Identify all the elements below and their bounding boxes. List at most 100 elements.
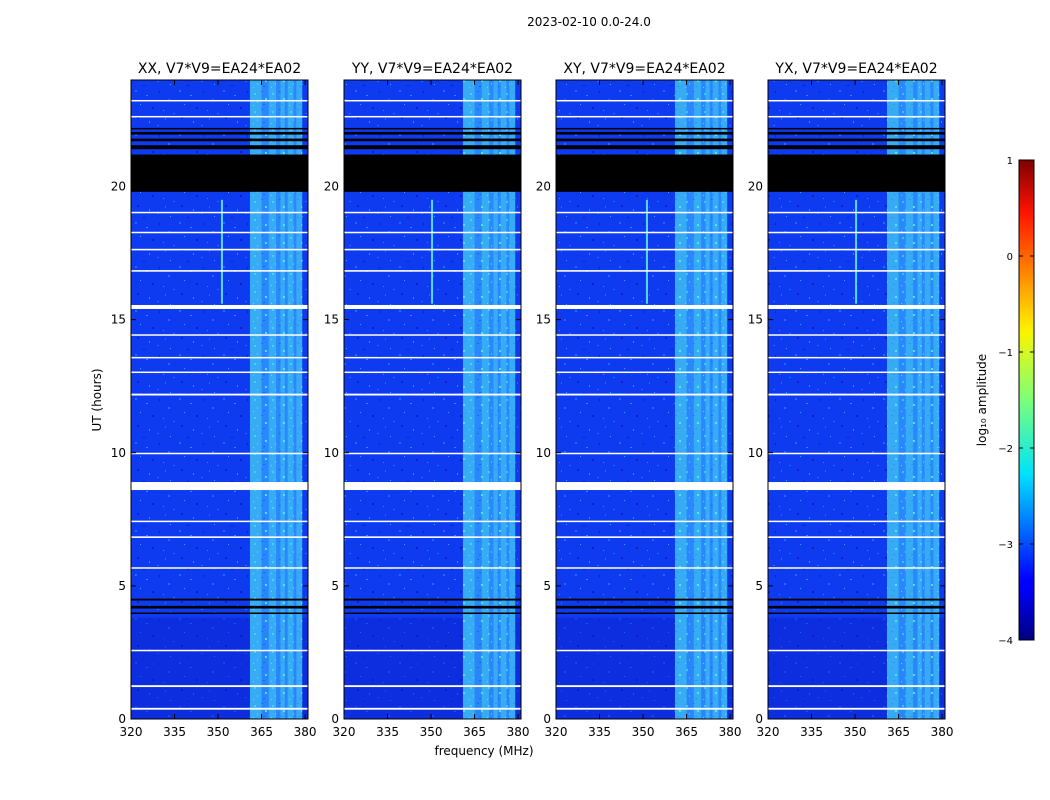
colorbar-tick-label: −3 <box>998 540 1013 551</box>
panel-title: YX, V7*V9=EA24*EA02 <box>774 61 937 77</box>
flagged-row-white <box>768 99 945 102</box>
flagged-row-white <box>131 536 308 538</box>
flagged-row-white <box>344 231 521 234</box>
y-tick-label: 10 <box>324 446 339 460</box>
colorbar-tick-label: −2 <box>998 444 1013 455</box>
rfi-subband <box>886 80 899 719</box>
flagged-row-white <box>556 371 733 374</box>
rfi-subband <box>933 80 940 719</box>
y-tick-label: 15 <box>748 313 763 327</box>
rfi-subband <box>721 80 728 719</box>
x-tick-label: 335 <box>800 725 823 739</box>
y-tick-label: 15 <box>111 313 126 327</box>
flagged-row-white <box>556 270 733 272</box>
x-axis-label: frequency (MHz) <box>434 744 533 758</box>
y-tick-label: 5 <box>543 579 551 593</box>
flagged-row-black <box>344 145 521 150</box>
flagged-row-white <box>131 334 308 336</box>
flagged-row-black <box>768 598 945 601</box>
x-tick-label: 380 <box>719 725 742 739</box>
flagged-row-black <box>556 605 733 609</box>
flagged-row-white <box>131 649 308 652</box>
y-tick-label: 10 <box>111 446 126 460</box>
flagged-row-black <box>768 138 945 142</box>
flagged-row-black <box>556 612 733 614</box>
flagged-row-white <box>556 211 733 214</box>
rfi-subband <box>462 80 475 719</box>
flagged-row-black <box>344 154 521 192</box>
flagged-row-white <box>344 482 521 491</box>
flagged-row-white <box>556 99 733 102</box>
flagged-row-black <box>768 612 945 614</box>
flagged-row-white <box>131 356 308 359</box>
flagged-row-black <box>344 605 521 609</box>
flagged-row-white <box>768 211 945 214</box>
flagged-row-black <box>556 145 733 150</box>
x-tick-label: 320 <box>757 725 780 739</box>
panel-title: YY, V7*V9=EA24*EA02 <box>351 61 513 77</box>
rfi-subband <box>917 80 922 719</box>
flagged-row-white <box>768 520 945 523</box>
rfi-subband <box>287 80 294 719</box>
x-tick-label: 365 <box>675 725 698 739</box>
colorbar-tick-label: 0 <box>1007 252 1013 263</box>
flagged-row-white <box>768 452 945 455</box>
y-tick-label: 15 <box>324 313 339 327</box>
flagged-row-white <box>768 536 945 538</box>
y-axis-label: UT (hours) <box>90 368 104 431</box>
x-tick-label: 365 <box>250 725 273 739</box>
flagged-row-black <box>556 127 733 130</box>
flagged-row-white <box>131 520 308 523</box>
rfi-subband <box>924 80 931 719</box>
rfi-subband <box>905 80 914 719</box>
colorbar-tick-label: −1 <box>998 348 1013 359</box>
flagged-row-white <box>556 334 733 336</box>
colorbar-tick-label: −4 <box>998 636 1013 647</box>
flagged-row-white <box>556 567 733 569</box>
flagged-row-white <box>556 393 733 396</box>
flagged-row-white <box>344 270 521 272</box>
flagged-row-black <box>131 605 308 609</box>
flagged-row-white <box>344 536 521 538</box>
panel-frame <box>767 79 946 720</box>
y-tick-label: 10 <box>748 446 763 460</box>
flagged-row-black <box>556 131 733 135</box>
flagged-row-black <box>131 154 308 192</box>
flagged-row-black <box>556 138 733 142</box>
flagged-row-black <box>344 131 521 135</box>
flagged-row-white <box>556 520 733 523</box>
flagged-row-black <box>344 598 521 601</box>
rfi-subband <box>481 80 490 719</box>
panels: XX, V7*V9=EA24*EA02 320 335 350 365 380 0 5 10 15… <box>111 61 954 739</box>
flagged-row-white <box>344 393 521 396</box>
rfi-spike <box>431 199 434 304</box>
x-tick-label: 380 <box>294 725 317 739</box>
panel: YX, V7*V9=EA24*EA02 320 335 350 365 380 0 5 10 15… <box>748 61 954 739</box>
flagged-row-white <box>768 115 945 118</box>
flagged-row-white <box>344 334 521 336</box>
flagged-row-white <box>131 115 308 118</box>
x-tick-label: 335 <box>588 725 611 739</box>
flagged-row-white <box>556 707 733 710</box>
flagged-row-white <box>768 304 945 309</box>
flagged-row-white <box>344 99 521 102</box>
y-tick-label: 5 <box>118 579 126 593</box>
rfi-spike <box>855 199 858 304</box>
y-tick-label: 20 <box>324 180 339 194</box>
rfi-subband <box>674 80 687 719</box>
y-tick-label: 15 <box>536 313 551 327</box>
colorbar-label: log₁₀ amplitude <box>975 354 989 446</box>
flagged-row-white <box>556 452 733 455</box>
x-tick-label: 335 <box>376 725 399 739</box>
flagged-row-white <box>768 649 945 652</box>
x-tick-label: 320 <box>333 725 356 739</box>
flagged-row-black <box>131 612 308 614</box>
x-tick-label: 350 <box>420 725 443 739</box>
colorbar: log₁₀ amplitude 1 0 −1 −2 −3 −4 <box>975 156 1035 647</box>
flagged-row-white <box>768 356 945 359</box>
flagged-row-black <box>131 127 308 130</box>
flagged-row-white <box>768 685 945 688</box>
rfi-subband <box>500 80 507 719</box>
rfi-subband <box>268 80 277 719</box>
